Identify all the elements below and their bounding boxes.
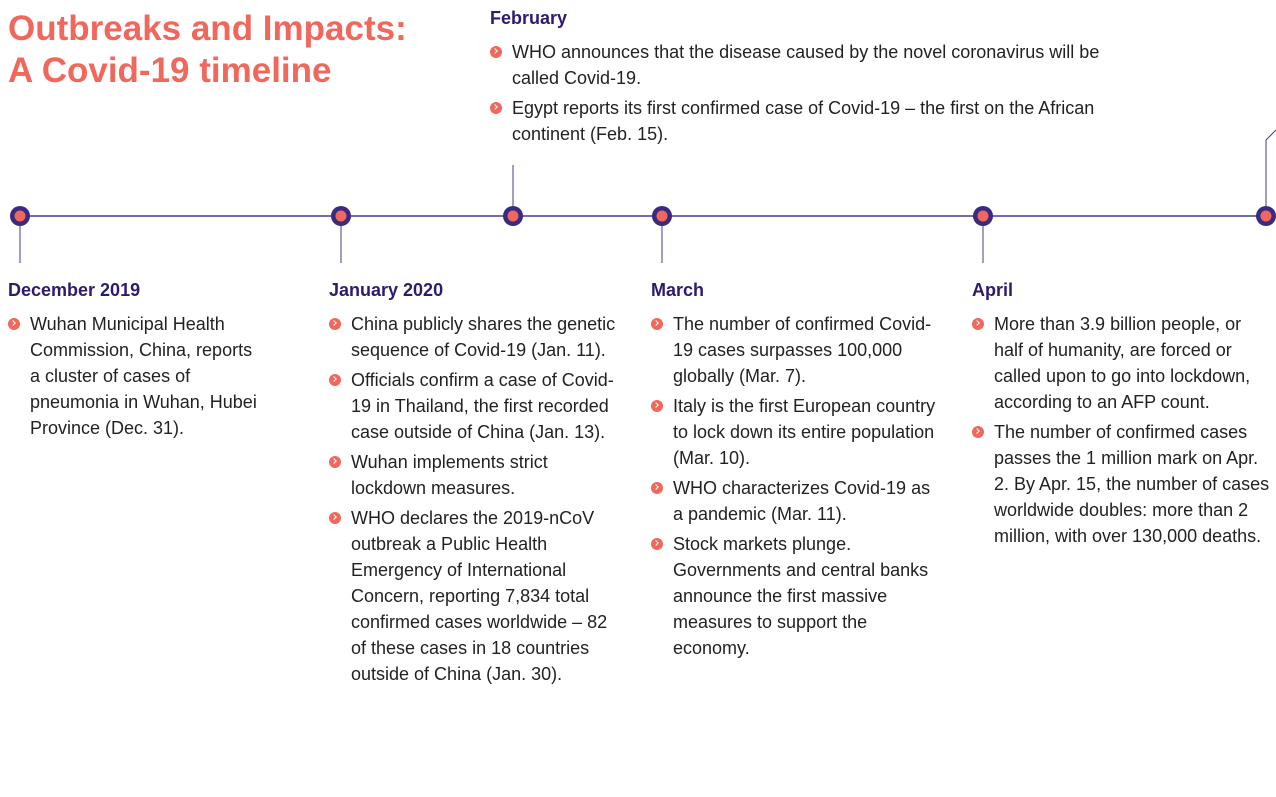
timeline-node-core bbox=[1260, 210, 1272, 222]
event-label: March bbox=[651, 280, 705, 300]
event-item: The number of confirmed Covid-19 cases s… bbox=[651, 311, 936, 389]
event-label: January 2020 bbox=[329, 280, 444, 300]
event: January 2020 China publicly shares the ge… bbox=[329, 279, 619, 687]
event-item: The number of confirmed cases passes the… bbox=[972, 419, 1272, 549]
event-item: Italy is the first European country to l… bbox=[651, 393, 936, 471]
event-item: China publicly shares the genetic sequen… bbox=[329, 311, 619, 363]
event-item: Egypt reports its first confirmed case o… bbox=[490, 95, 1100, 147]
timeline-node-core bbox=[14, 210, 26, 222]
event-items: WHO announces that the disease caused by… bbox=[490, 39, 1100, 147]
event-item: More than 3.9 billion people, or half of… bbox=[972, 311, 1272, 415]
event-items: China publicly shares the genetic sequen… bbox=[329, 311, 619, 687]
title-line: A Covid-19 timeline bbox=[8, 51, 332, 90]
timeline-node-core bbox=[656, 210, 668, 222]
event: February WHO announces that the disease c… bbox=[490, 7, 1100, 147]
nodes bbox=[10, 165, 1276, 263]
event-label: February bbox=[490, 8, 568, 28]
event: December 2019 Wuhan Municipal Health Comm… bbox=[8, 279, 258, 441]
event-item: WHO declares the 2019-nCoV outbreak a Pu… bbox=[329, 505, 619, 687]
timeline-node-core bbox=[977, 210, 989, 222]
event-item: Wuhan Municipal Health Commission, China… bbox=[8, 311, 258, 441]
title-line: Outbreaks and Impacts: bbox=[8, 9, 407, 48]
event-items: More than 3.9 billion people, or half of… bbox=[972, 311, 1272, 549]
event-item: WHO characterizes Covid-19 as a pandemic… bbox=[651, 475, 936, 527]
event-item: Stock markets plunge. Governments and ce… bbox=[651, 531, 936, 661]
event-item: WHO announces that the disease caused by… bbox=[490, 39, 1100, 91]
event-label: April bbox=[972, 280, 1014, 300]
event-label: December 2019 bbox=[8, 280, 141, 300]
event-items: Wuhan Municipal Health Commission, China… bbox=[8, 311, 258, 441]
connector bbox=[1265, 129, 1276, 216]
event-item: Wuhan implements strict lockdown measure… bbox=[329, 449, 619, 501]
event-items: The number of confirmed Covid-19 cases s… bbox=[651, 311, 936, 661]
timeline-node-core bbox=[507, 210, 519, 222]
event: April More than 3.9 billion people, or ha… bbox=[972, 279, 1272, 549]
event-item: Officials confirm a case of Covid-19 in … bbox=[329, 367, 619, 445]
event: March The number of confirmed Covid-19 ca… bbox=[651, 279, 936, 661]
timeline-node-core bbox=[335, 210, 347, 222]
